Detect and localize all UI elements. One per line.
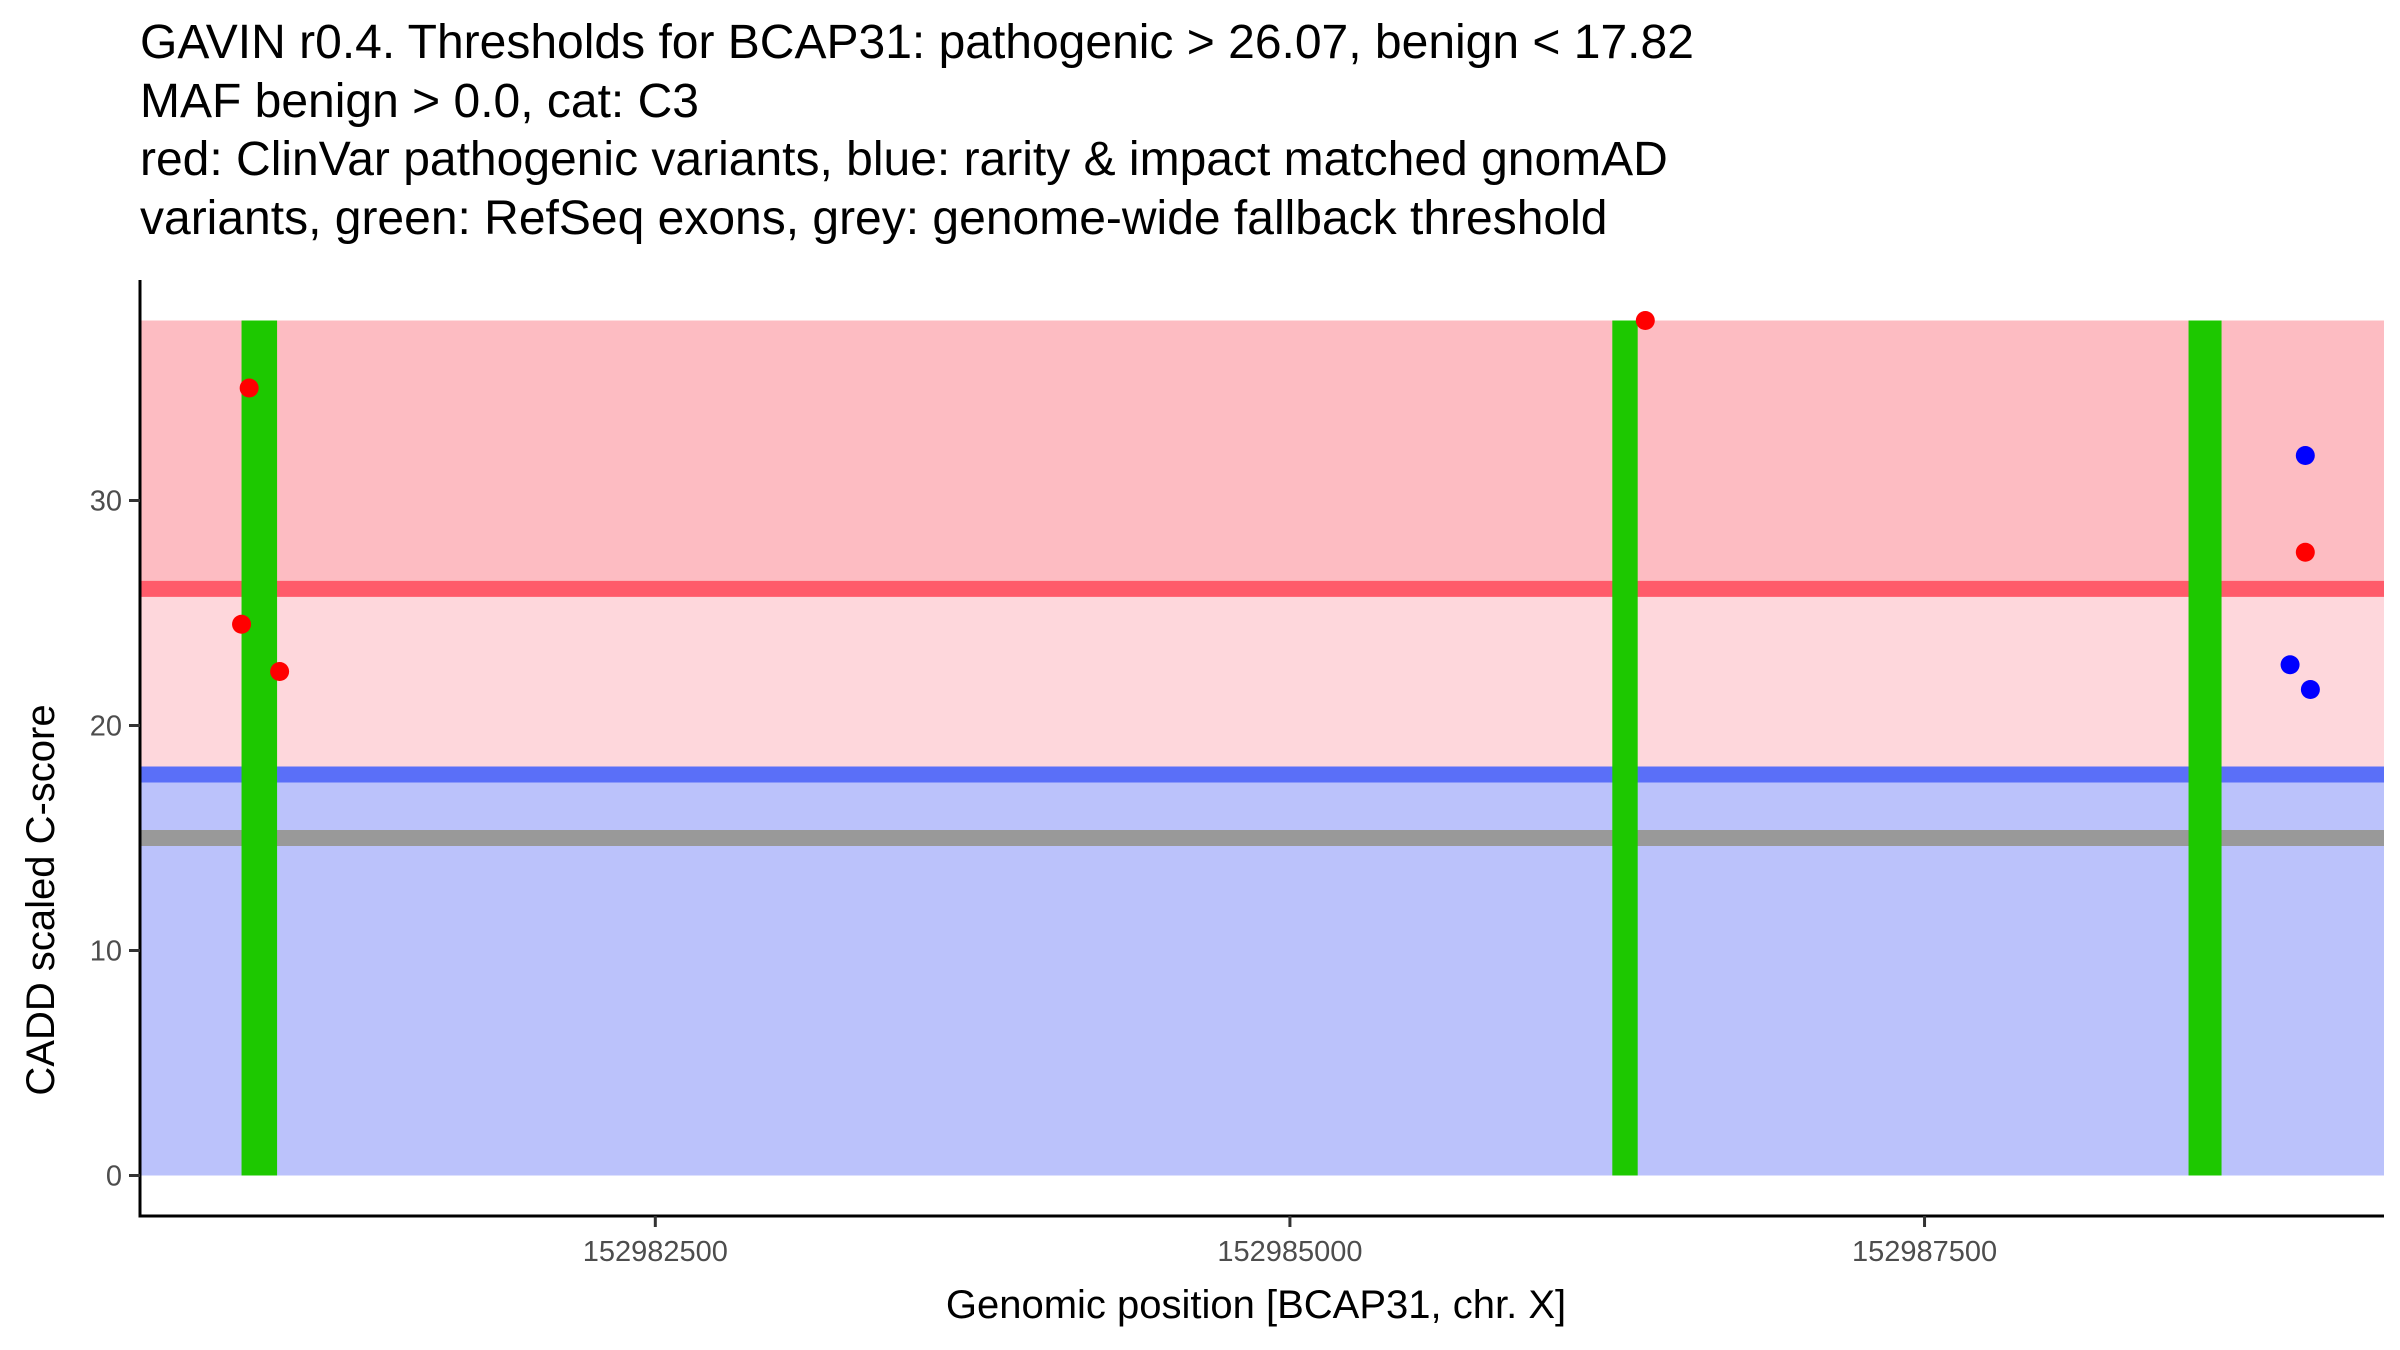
x-tick-label-1: 152982500 (583, 1236, 728, 1268)
clinvar-point-1 (232, 614, 252, 634)
gnomad-point-3 (2300, 680, 2320, 699)
clinvar-point-2 (239, 378, 259, 398)
clinvar-point-5 (2295, 542, 2315, 562)
threshold-regions (140, 320, 2384, 1176)
axes: 0 10 20 30 152982500 152985000 152987500 (90, 280, 2384, 1268)
y-tick-label-20: 20 (90, 711, 122, 743)
exon-bar-2 (1612, 320, 1638, 1176)
exon-bar-1 (241, 320, 278, 1176)
title-line-3: red: ClinVar pathogenic variants, blue: … (140, 133, 1668, 186)
title-line-1: GAVIN r0.4. Thresholds for BCAP31: patho… (140, 16, 1694, 69)
title-line-4: variants, green: RefSeq exons, grey: gen… (140, 191, 1608, 245)
y-axis-title: CADD scaled C-score (19, 704, 63, 1095)
x-tick-label-3: 152987500 (1852, 1236, 1997, 1268)
x-tick-label-2: 152985000 (1217, 1236, 1362, 1268)
title-line-2: MAF benign > 0.0, cat: C3 (140, 74, 699, 128)
gnomad-point-1 (2280, 655, 2300, 675)
pathogenic-region (140, 320, 2384, 589)
exon-bars (241, 320, 2222, 1176)
gnomad-point-2 (2295, 446, 2315, 465)
y-tick-label-10: 10 (90, 936, 122, 968)
clinvar-point-3 (270, 662, 290, 681)
clinvar-point-4 (1635, 311, 1655, 330)
exon-bar-3 (2188, 320, 2222, 1176)
y-tick-label-30: 30 (90, 486, 122, 518)
variant-points (232, 311, 2320, 699)
y-tick-label-0: 0 (106, 1161, 122, 1193)
x-axis-title: Genomic position [BCAP31, chr. X] (946, 1283, 1566, 1327)
chart-title: GAVIN r0.4. Thresholds for BCAP31: patho… (140, 14, 2380, 248)
uncertain-region (140, 588, 2384, 775)
